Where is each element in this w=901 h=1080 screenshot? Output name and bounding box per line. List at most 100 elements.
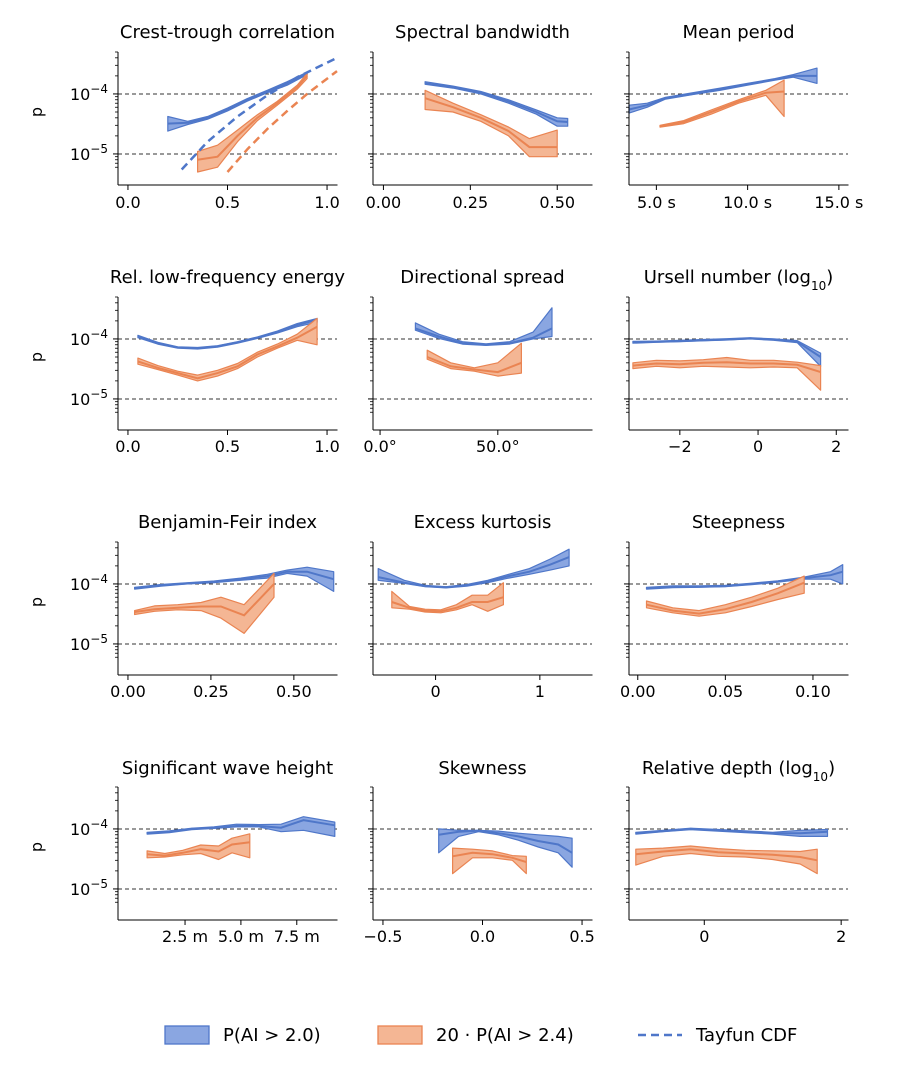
line-blue — [147, 819, 335, 835]
x-tick-label: 0.25 — [453, 193, 489, 212]
y-tick-label: 10−4 — [70, 82, 108, 104]
y-tick-label: 10−4 — [70, 572, 108, 594]
x-tick-label: 0.0° — [363, 437, 396, 456]
panel-2: Spectral bandwidth 0.00 0.25 0.50 — [366, 22, 593, 212]
band-orange — [391, 582, 504, 614]
panel-11: Skewness −0.5 0.0 0.5 — [364, 758, 595, 946]
legend-label: P(AI > 2.0) — [223, 1025, 321, 1046]
x-tick-label: 2.5 m — [162, 927, 208, 946]
x-tick-label: 0.25 — [193, 682, 229, 701]
panel-10: Significant wave height 2.5 m 5.0 m 7.5 m 10… — [27, 758, 338, 946]
x-tick-label: −2 — [668, 437, 692, 456]
y-tick-label: 10−5 — [70, 632, 108, 654]
panel-title: Skewness — [438, 758, 526, 779]
line-orange — [646, 581, 805, 615]
x-tick-label: 5.0 m — [218, 927, 264, 946]
y-tick-label: 10−4 — [70, 327, 108, 349]
legend-item: P(AI > 2.0) — [164, 1025, 321, 1046]
tayfun-cdf-orange — [226, 70, 338, 173]
x-tick-label: 10.0 s — [723, 193, 772, 212]
line-blue — [137, 318, 318, 350]
band-blue — [438, 828, 573, 868]
line-orange — [635, 848, 818, 862]
line-blue — [438, 829, 573, 854]
x-tick-label: 0.10 — [795, 682, 831, 701]
y-axis-label: p — [27, 107, 46, 117]
band-orange — [632, 356, 822, 391]
panel-title: Steepness — [692, 512, 785, 533]
band-orange — [659, 79, 785, 128]
panel-title: Spectral bandwidth — [395, 22, 570, 43]
band-orange — [635, 845, 818, 875]
line-blue — [134, 570, 334, 590]
y-tick-label: 10−5 — [70, 142, 108, 164]
x-tick-label: 0.00 — [110, 682, 146, 701]
line-blue — [635, 827, 828, 835]
x-tick-label: 0.00 — [620, 682, 656, 701]
band-orange — [426, 342, 523, 377]
line-orange — [134, 583, 275, 617]
panel-9: Steepness 0.00 0.05 0.10 — [620, 512, 849, 701]
legend-label: 20 · P(AI > 2.4) — [436, 1025, 574, 1046]
x-tick-label: 1.0 — [314, 193, 339, 212]
line-orange — [391, 596, 504, 613]
legend-item: 20 · P(AI > 2.4) — [377, 1025, 574, 1046]
x-tick-label: 1 — [535, 682, 545, 701]
panel-7: Benjamin-Feir index 0.00 0.25 0.50 10−4 10−5 p — [27, 512, 338, 701]
panel-1: Crest-trough correlation 0.0 0.5 1.0 10−4 10−… — [27, 22, 340, 212]
band-orange — [452, 847, 527, 875]
y-tick-label: 10−4 — [70, 817, 108, 839]
line-blue — [415, 327, 553, 346]
x-tick-label: 0 — [699, 927, 709, 946]
x-tick-label: 0.05 — [708, 682, 744, 701]
band-orange — [146, 833, 251, 861]
x-tick-label: 0 — [753, 437, 763, 456]
panel-6: Ursell number (log10) −2 0 2 — [624, 267, 849, 456]
x-tick-label: 0.5 — [215, 437, 240, 456]
line-orange — [197, 75, 308, 161]
panel-title: Rel. low-frequency energy — [110, 267, 346, 288]
legend-item: Tayfun CDF — [638, 1025, 797, 1046]
legend-swatch — [164, 1025, 210, 1045]
line-orange — [426, 356, 522, 374]
line-blue — [628, 74, 817, 111]
panel-12: Relative depth (log10) 0 2 — [624, 758, 849, 946]
tayfun-cdf-blue — [180, 56, 338, 171]
y-axis-label: p — [27, 597, 46, 607]
x-tick-label: 0.00 — [366, 193, 402, 212]
line-blue — [632, 337, 822, 358]
line-orange — [147, 841, 250, 857]
panel-8: Excess kurtosis 0 1 — [368, 512, 593, 701]
legend: P(AI > 2.0) 20 · P(AI > 2.4) Tayfun CDF — [164, 1025, 797, 1046]
line-orange — [659, 90, 785, 128]
line-orange — [452, 851, 527, 864]
panel-title: Crest-trough correlation — [120, 22, 335, 43]
x-tick-label: 0.5 — [215, 193, 240, 212]
y-tick-label: 10−5 — [70, 877, 108, 899]
x-tick-label: 0.0 — [115, 437, 140, 456]
x-tick-label: 2 — [831, 437, 841, 456]
panel-5: Directional spread 0.0° 50.0° — [363, 267, 593, 456]
x-tick-label: 1.0 — [314, 437, 339, 456]
line-blue — [377, 556, 570, 589]
band-blue — [414, 307, 553, 346]
panel-4: Rel. low-frequency energy 0.0 0.5 1.0 10−4 10… — [27, 267, 345, 456]
x-tick-label: 0.0 — [470, 927, 495, 946]
panel-title: Significant wave height — [122, 758, 333, 779]
legend-swatch — [377, 1025, 423, 1045]
panel-title: Benjamin-Feir index — [138, 512, 317, 533]
x-tick-label: 0.0 — [115, 193, 140, 212]
panel-title: Ursell number (log10) — [644, 267, 834, 293]
line-orange — [424, 97, 558, 149]
x-tick-label: 7.5 m — [274, 927, 320, 946]
x-tick-label: 0.50 — [276, 682, 312, 701]
line-blue — [646, 570, 843, 590]
panel-3: Mean period 5.0 s 10.0 s 15.0 s — [624, 22, 863, 212]
x-tick-label: 0.5 — [569, 927, 594, 946]
y-axis-label: p — [27, 352, 46, 362]
line-orange — [137, 325, 318, 380]
x-tick-label: 0 — [430, 682, 440, 701]
x-tick-label: 0.50 — [539, 193, 575, 212]
x-tick-label: 15.0 s — [814, 193, 863, 212]
